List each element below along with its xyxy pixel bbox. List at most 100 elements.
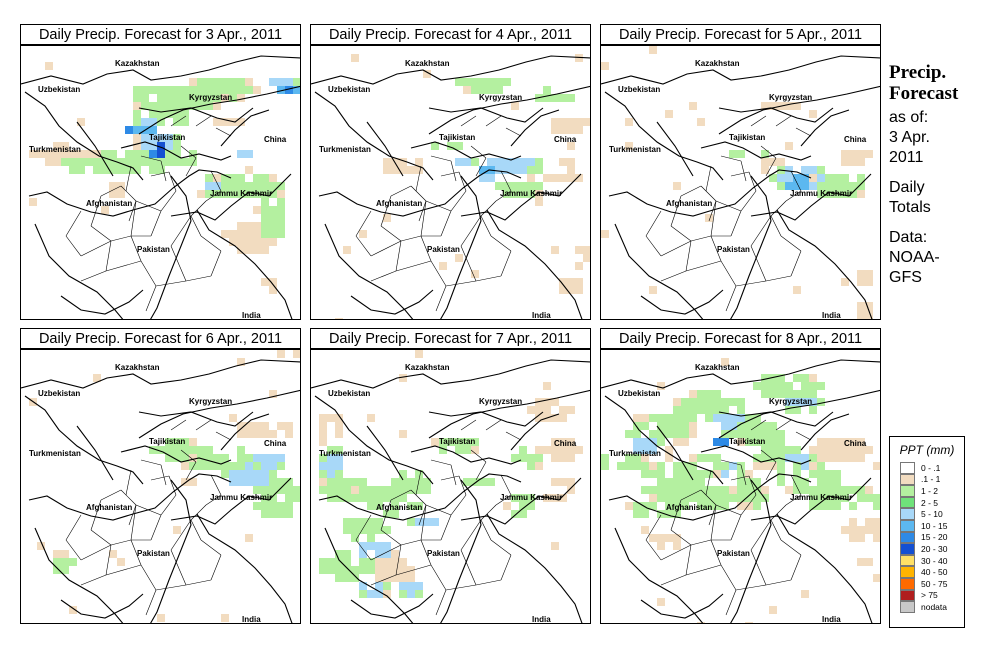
precip-cell xyxy=(351,526,359,534)
precip-cell xyxy=(69,558,77,566)
precip-cell xyxy=(351,494,359,502)
province-boundary xyxy=(130,235,142,262)
precip-cell xyxy=(133,86,141,94)
precip-cell xyxy=(527,190,535,198)
precip-cell xyxy=(351,566,359,574)
legend-swatch xyxy=(900,519,915,532)
precip-cell xyxy=(463,78,471,86)
precip-cell xyxy=(229,174,237,182)
precip-cell xyxy=(293,78,300,86)
precip-cell xyxy=(407,590,415,598)
precip-cell xyxy=(801,382,809,390)
precip-cell xyxy=(567,406,575,414)
province-boundary xyxy=(458,475,467,496)
province-boundary xyxy=(160,160,167,182)
precip-cell xyxy=(543,86,551,94)
precip-cell xyxy=(237,86,245,94)
precip-cell xyxy=(801,390,809,398)
precip-cell xyxy=(399,158,407,166)
precip-cell xyxy=(277,462,285,470)
precip-cell xyxy=(753,414,761,422)
province-boundary xyxy=(210,170,222,192)
province-boundary xyxy=(130,504,137,541)
precip-cell xyxy=(221,182,229,190)
precip-cell xyxy=(245,182,253,190)
precip-cell xyxy=(293,494,300,502)
province-boundary xyxy=(770,519,782,541)
country-label-kyrgyzstan: Kyrgyzstan xyxy=(769,93,812,102)
precip-cell xyxy=(335,318,343,319)
precip-cell xyxy=(277,502,285,510)
precip-cell xyxy=(261,206,269,214)
precip-cell xyxy=(407,166,415,174)
province-boundary xyxy=(685,544,692,576)
precip-cell xyxy=(745,470,753,478)
province-boundary xyxy=(100,185,122,197)
province-boundary xyxy=(775,115,792,127)
country-border xyxy=(366,425,404,481)
country-label-china: China xyxy=(554,135,577,144)
precip-cell xyxy=(141,142,149,150)
precip-cell xyxy=(205,454,213,462)
precip-cell xyxy=(535,462,543,470)
precip-cell xyxy=(205,86,213,94)
precip-cell xyxy=(665,486,673,494)
province-boundary xyxy=(780,539,802,556)
precip-cell xyxy=(849,454,857,462)
precip-cell xyxy=(801,486,809,494)
precip-cell xyxy=(519,446,527,454)
precip-cell xyxy=(205,94,213,102)
precip-cell xyxy=(641,486,649,494)
precip-cell xyxy=(335,470,343,478)
precip-cell xyxy=(261,422,269,430)
precip-cell xyxy=(857,454,865,462)
province-boundary xyxy=(170,115,187,127)
precip-cell xyxy=(407,582,415,590)
country-label-kazakhstan: Kazakhstan xyxy=(115,363,160,372)
country-border xyxy=(460,477,582,525)
precip-cell xyxy=(809,390,817,398)
precip-cell xyxy=(769,174,777,182)
province-boundary xyxy=(750,215,772,247)
province-boundary xyxy=(150,475,170,481)
country-border xyxy=(311,359,590,389)
precip-cell xyxy=(455,438,463,446)
precip-cell xyxy=(245,166,253,174)
precip-cell xyxy=(261,238,269,246)
province-boundary xyxy=(160,464,167,486)
province-boundary xyxy=(170,419,187,431)
precip-cell xyxy=(567,278,575,286)
precip-cell xyxy=(269,454,277,462)
precip-cell xyxy=(133,150,141,158)
precip-cell xyxy=(729,486,737,494)
precip-cell xyxy=(825,494,833,502)
precip-cell xyxy=(777,158,785,166)
precip-cell xyxy=(189,478,197,486)
province-boundary xyxy=(495,190,512,202)
precip-map: Kazakhstan Uzbekistan Kyrgyzstan Tajikistan… xyxy=(20,349,301,624)
precip-cell xyxy=(253,470,261,478)
precip-cell xyxy=(777,438,785,446)
precip-cell xyxy=(665,430,673,438)
precip-cell xyxy=(205,190,213,198)
precip-cell xyxy=(269,238,277,246)
precip-cell xyxy=(535,446,543,454)
country-label-jammu-kashmir: Jammu Kashmir xyxy=(210,189,272,198)
country-border xyxy=(428,411,544,427)
province-boundary xyxy=(185,579,212,586)
precip-cell xyxy=(253,454,261,462)
precip-cell xyxy=(793,446,801,454)
precip-cell xyxy=(689,422,697,430)
precip-cell xyxy=(173,438,181,446)
precip-cell xyxy=(857,558,865,566)
precip-cell xyxy=(543,398,551,406)
precip-cell xyxy=(181,102,189,110)
province-boundary xyxy=(500,554,512,581)
country-border xyxy=(170,173,292,221)
province-boundary xyxy=(785,494,802,506)
precip-cell xyxy=(777,374,785,382)
precip-cell xyxy=(181,86,189,94)
province-boundary xyxy=(645,235,662,257)
country-label-jammu-kashmir: Jammu Kashmir xyxy=(500,493,562,502)
precip-cell xyxy=(551,454,559,462)
